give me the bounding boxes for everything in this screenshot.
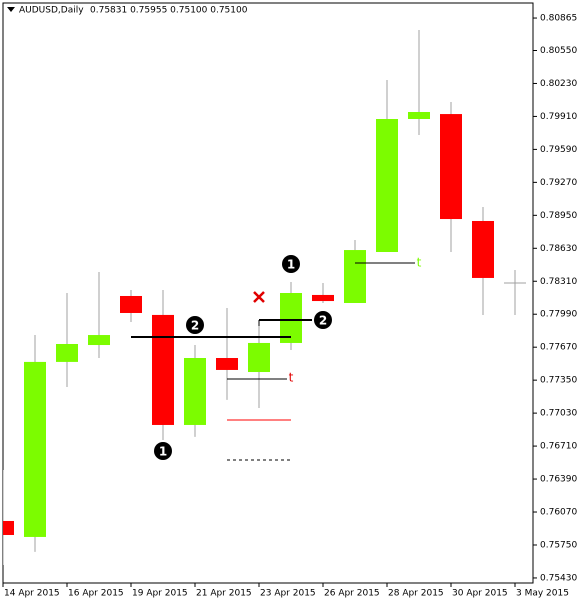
- candle-body: [3, 520, 14, 535]
- badge-label: 1: [159, 445, 167, 459]
- candle-body: [440, 114, 462, 220]
- y-tick-label: 0.76070: [540, 508, 577, 518]
- header-icon: [7, 7, 15, 12]
- candle-body: [88, 335, 110, 346]
- plot-frame: [2, 2, 534, 584]
- ohlc-readout: 0.75831 0.75955 0.75100 0.75100: [90, 6, 248, 16]
- number-badge: [154, 442, 172, 460]
- x-tick-label: 3 May 2015: [516, 589, 569, 599]
- x-tick-label: 26 Apr 2015: [324, 589, 380, 599]
- candle-body: [24, 361, 46, 537]
- y-tick-label: 0.80230: [540, 79, 577, 89]
- candle-body: [56, 343, 78, 362]
- candle-body: [376, 119, 398, 252]
- y-tick-label: 0.78630: [540, 244, 577, 254]
- candle-body: [184, 358, 206, 425]
- badge-label: 1: [287, 258, 295, 272]
- x-tick-label: 16 Apr 2015: [68, 589, 124, 599]
- number-badge: [282, 255, 300, 273]
- y-tick-label: 0.76710: [540, 442, 577, 452]
- chart-title: AUDUSD,Daily: [19, 6, 84, 16]
- candle-body: [152, 314, 174, 425]
- y-tick-label: 0.75750: [540, 540, 577, 550]
- t-marker: t: [417, 256, 422, 270]
- y-tick-label: 0.79270: [540, 178, 577, 188]
- candle-body: [120, 295, 142, 313]
- x-tick-label: 14 Apr 2015: [4, 589, 60, 599]
- y-tick-label: 0.77670: [540, 343, 577, 353]
- candle-body: [248, 342, 270, 373]
- y-tick-label: 0.75430: [540, 573, 577, 583]
- annotation-layer: 2 2 1 1 t t: [131, 255, 422, 461]
- y-tick-label: 0.79910: [540, 112, 577, 122]
- number-badge: [314, 311, 332, 329]
- candle-body: [280, 293, 302, 343]
- candle-body: [312, 294, 334, 302]
- x-tick-label: 19 Apr 2015: [132, 589, 188, 599]
- x-tick-label: 28 Apr 2015: [388, 589, 444, 599]
- y-tick-label: 0.77350: [540, 376, 577, 386]
- t-marker: t: [289, 371, 294, 385]
- x-tick-label: 21 Apr 2015: [196, 589, 252, 599]
- y-tick-label: 0.77990: [540, 310, 577, 320]
- badge-label: 2: [319, 314, 327, 328]
- candle-body: [408, 111, 430, 119]
- plot-area: [3, 29, 526, 565]
- y-tick-label: 0.76390: [540, 475, 577, 485]
- y-tick-label: 0.77030: [540, 409, 577, 419]
- candle-body: [216, 358, 238, 370]
- number-badge: [186, 316, 204, 334]
- y-tick-label: 0.80550: [540, 46, 577, 56]
- y-tick-label: 0.78310: [540, 277, 577, 287]
- cross-marker: [253, 291, 265, 303]
- x-tick-label: 23 Apr 2015: [260, 589, 316, 599]
- candle-body: [472, 220, 494, 278]
- y-tick-label: 0.79590: [540, 145, 577, 155]
- candle-body: [344, 250, 366, 303]
- x-tick-label: 30 Apr 2015: [452, 589, 508, 599]
- y-tick-label: 0.78950: [540, 211, 577, 221]
- badge-label: 2: [191, 319, 199, 333]
- y-tick-label: 0.80865: [540, 14, 577, 24]
